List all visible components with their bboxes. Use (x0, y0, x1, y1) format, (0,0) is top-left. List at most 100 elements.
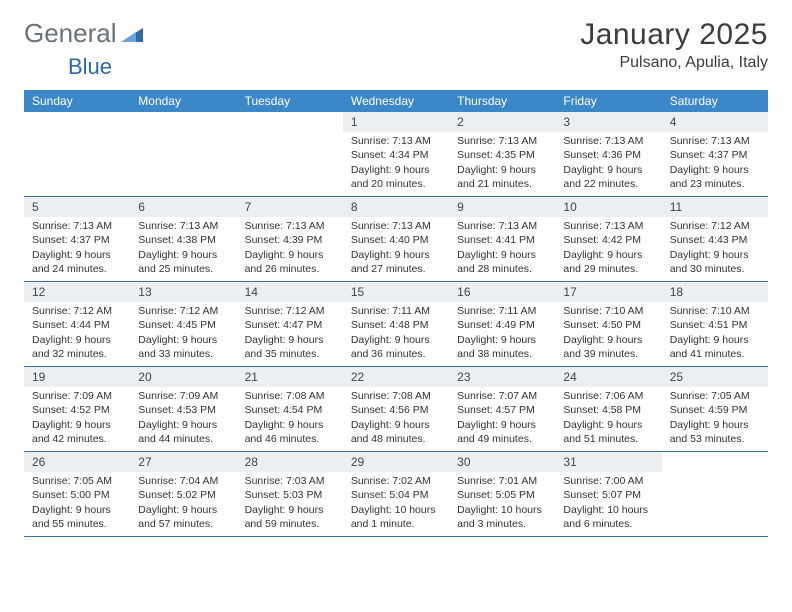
day-sunrise: Sunrise: 7:13 AM (351, 134, 441, 148)
day-sunset: Sunset: 5:00 PM (32, 488, 122, 502)
day-sunrise: Sunrise: 7:00 AM (563, 474, 653, 488)
day-cell (662, 452, 768, 536)
day-sunset: Sunset: 4:56 PM (351, 403, 441, 417)
day-cell: 16Sunrise: 7:11 AMSunset: 4:49 PMDayligh… (449, 282, 555, 366)
weekday-header: Wednesday (343, 90, 449, 112)
day-details: Sunrise: 7:12 AMSunset: 4:44 PMDaylight:… (24, 302, 130, 365)
day-number: 30 (449, 452, 555, 472)
day-details: Sunrise: 7:05 AMSunset: 5:00 PMDaylight:… (24, 472, 130, 535)
day-cell: 5Sunrise: 7:13 AMSunset: 4:37 PMDaylight… (24, 197, 130, 281)
day-sunset: Sunset: 4:48 PM (351, 318, 441, 332)
day-number: 8 (343, 197, 449, 217)
day-daylight: Daylight: 9 hours and 39 minutes. (563, 333, 653, 361)
day-cell (24, 112, 130, 196)
day-daylight: Daylight: 9 hours and 48 minutes. (351, 418, 441, 446)
day-sunrise: Sunrise: 7:09 AM (138, 389, 228, 403)
day-sunrise: Sunrise: 7:06 AM (563, 389, 653, 403)
day-cell: 13Sunrise: 7:12 AMSunset: 4:45 PMDayligh… (130, 282, 236, 366)
day-sunrise: Sunrise: 7:13 AM (32, 219, 122, 233)
day-number: 31 (555, 452, 661, 472)
day-details: Sunrise: 7:04 AMSunset: 5:02 PMDaylight:… (130, 472, 236, 535)
day-sunset: Sunset: 4:39 PM (245, 233, 335, 247)
day-details: Sunrise: 7:13 AMSunset: 4:39 PMDaylight:… (237, 217, 343, 280)
day-daylight: Daylight: 9 hours and 26 minutes. (245, 248, 335, 276)
weekday-header: Friday (555, 90, 661, 112)
day-cell: 20Sunrise: 7:09 AMSunset: 4:53 PMDayligh… (130, 367, 236, 451)
day-sunrise: Sunrise: 7:13 AM (563, 134, 653, 148)
day-number: 10 (555, 197, 661, 217)
day-cell: 25Sunrise: 7:05 AMSunset: 4:59 PMDayligh… (662, 367, 768, 451)
day-daylight: Daylight: 9 hours and 55 minutes. (32, 503, 122, 531)
day-details: Sunrise: 7:13 AMSunset: 4:34 PMDaylight:… (343, 132, 449, 195)
day-sunset: Sunset: 4:45 PM (138, 318, 228, 332)
day-daylight: Daylight: 9 hours and 22 minutes. (563, 163, 653, 191)
day-number: 11 (662, 197, 768, 217)
day-sunrise: Sunrise: 7:13 AM (457, 219, 547, 233)
day-sunset: Sunset: 5:04 PM (351, 488, 441, 502)
day-details: Sunrise: 7:00 AMSunset: 5:07 PMDaylight:… (555, 472, 661, 535)
day-cell: 15Sunrise: 7:11 AMSunset: 4:48 PMDayligh… (343, 282, 449, 366)
day-daylight: Daylight: 9 hours and 38 minutes. (457, 333, 547, 361)
day-sunset: Sunset: 4:42 PM (563, 233, 653, 247)
day-details: Sunrise: 7:13 AMSunset: 4:38 PMDaylight:… (130, 217, 236, 280)
day-sunrise: Sunrise: 7:04 AM (138, 474, 228, 488)
day-details: Sunrise: 7:06 AMSunset: 4:58 PMDaylight:… (555, 387, 661, 450)
day-sunrise: Sunrise: 7:07 AM (457, 389, 547, 403)
day-cell: 22Sunrise: 7:08 AMSunset: 4:56 PMDayligh… (343, 367, 449, 451)
day-sunset: Sunset: 4:49 PM (457, 318, 547, 332)
day-cell: 10Sunrise: 7:13 AMSunset: 4:42 PMDayligh… (555, 197, 661, 281)
day-sunrise: Sunrise: 7:09 AM (32, 389, 122, 403)
day-number: 1 (343, 112, 449, 132)
day-sunset: Sunset: 4:37 PM (32, 233, 122, 247)
day-details: Sunrise: 7:01 AMSunset: 5:05 PMDaylight:… (449, 472, 555, 535)
day-details: Sunrise: 7:11 AMSunset: 4:49 PMDaylight:… (449, 302, 555, 365)
day-sunrise: Sunrise: 7:10 AM (563, 304, 653, 318)
day-daylight: Daylight: 10 hours and 1 minute. (351, 503, 441, 531)
day-number: 21 (237, 367, 343, 387)
day-sunset: Sunset: 4:37 PM (670, 148, 760, 162)
day-details: Sunrise: 7:07 AMSunset: 4:57 PMDaylight:… (449, 387, 555, 450)
day-sunset: Sunset: 5:07 PM (563, 488, 653, 502)
day-daylight: Daylight: 9 hours and 32 minutes. (32, 333, 122, 361)
day-daylight: Daylight: 9 hours and 49 minutes. (457, 418, 547, 446)
day-sunrise: Sunrise: 7:13 AM (670, 134, 760, 148)
day-number: 9 (449, 197, 555, 217)
day-cell: 24Sunrise: 7:06 AMSunset: 4:58 PMDayligh… (555, 367, 661, 451)
day-details: Sunrise: 7:08 AMSunset: 4:54 PMDaylight:… (237, 387, 343, 450)
day-details: Sunrise: 7:10 AMSunset: 4:50 PMDaylight:… (555, 302, 661, 365)
day-cell: 11Sunrise: 7:12 AMSunset: 4:43 PMDayligh… (662, 197, 768, 281)
day-sunset: Sunset: 4:52 PM (32, 403, 122, 417)
day-details: Sunrise: 7:12 AMSunset: 4:43 PMDaylight:… (662, 217, 768, 280)
week-row: 26Sunrise: 7:05 AMSunset: 5:00 PMDayligh… (24, 452, 768, 537)
day-sunset: Sunset: 4:38 PM (138, 233, 228, 247)
day-sunset: Sunset: 4:36 PM (563, 148, 653, 162)
day-cell: 19Sunrise: 7:09 AMSunset: 4:52 PMDayligh… (24, 367, 130, 451)
day-number: 29 (343, 452, 449, 472)
day-details: Sunrise: 7:13 AMSunset: 4:41 PMDaylight:… (449, 217, 555, 280)
day-number: 7 (237, 197, 343, 217)
day-sunset: Sunset: 4:44 PM (32, 318, 122, 332)
day-number: 26 (24, 452, 130, 472)
day-cell (237, 112, 343, 196)
day-daylight: Daylight: 9 hours and 28 minutes. (457, 248, 547, 276)
day-cell: 30Sunrise: 7:01 AMSunset: 5:05 PMDayligh… (449, 452, 555, 536)
day-details: Sunrise: 7:10 AMSunset: 4:51 PMDaylight:… (662, 302, 768, 365)
day-daylight: Daylight: 10 hours and 6 minutes. (563, 503, 653, 531)
day-sunset: Sunset: 4:59 PM (670, 403, 760, 417)
day-details: Sunrise: 7:13 AMSunset: 4:40 PMDaylight:… (343, 217, 449, 280)
day-sunrise: Sunrise: 7:12 AM (32, 304, 122, 318)
day-sunset: Sunset: 4:40 PM (351, 233, 441, 247)
day-cell: 1Sunrise: 7:13 AMSunset: 4:34 PMDaylight… (343, 112, 449, 196)
day-cell: 9Sunrise: 7:13 AMSunset: 4:41 PMDaylight… (449, 197, 555, 281)
day-details: Sunrise: 7:09 AMSunset: 4:52 PMDaylight:… (24, 387, 130, 450)
day-sunrise: Sunrise: 7:08 AM (245, 389, 335, 403)
logo-text-general: General (24, 18, 117, 49)
day-sunrise: Sunrise: 7:01 AM (457, 474, 547, 488)
day-sunset: Sunset: 4:35 PM (457, 148, 547, 162)
day-sunset: Sunset: 4:47 PM (245, 318, 335, 332)
day-details: Sunrise: 7:05 AMSunset: 4:59 PMDaylight:… (662, 387, 768, 450)
day-sunrise: Sunrise: 7:12 AM (245, 304, 335, 318)
day-number: 16 (449, 282, 555, 302)
day-number: 17 (555, 282, 661, 302)
day-cell: 21Sunrise: 7:08 AMSunset: 4:54 PMDayligh… (237, 367, 343, 451)
